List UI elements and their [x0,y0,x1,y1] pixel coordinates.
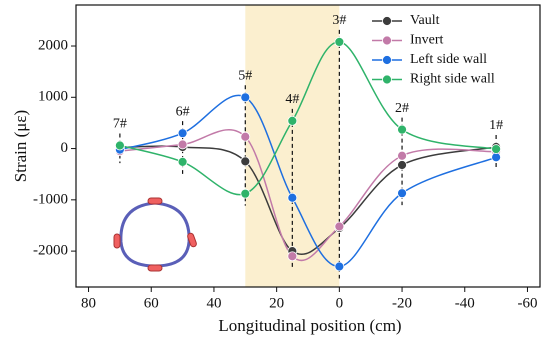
data-point [491,144,502,154]
data-point [334,261,345,272]
data-point [240,188,251,199]
y-tick-label: -1000 [33,191,68,207]
x-tick-label: -40 [455,295,475,311]
x-tick-label: 80 [81,295,96,311]
data-point [287,192,298,203]
y-axis-label: Strain (με) [11,110,30,182]
legend-label: Right side wall [410,72,495,87]
x-tick-label: 20 [269,295,284,311]
data-point [397,150,407,161]
data-point [397,188,407,199]
x-tick-label: 0 [336,295,344,311]
data-point [397,124,407,135]
annotation: 1# [489,118,503,133]
annotation: 6# [176,104,190,119]
legend-label: Vault [410,13,440,28]
annotation: 3# [332,13,346,28]
data-point [177,128,188,139]
data-point [287,251,298,262]
data-point [334,221,345,232]
legend-marker [382,35,392,46]
x-axis-label: Longitudinal position (cm) [218,316,401,335]
legend-marker [382,55,392,65]
data-point [114,140,125,151]
data-point [240,92,251,103]
y-tick-label: 0 [61,140,69,156]
data-point [334,37,345,47]
x-tick-label: -60 [517,295,537,311]
y-tick-label: 2000 [38,37,68,53]
data-point [240,131,251,142]
y-tick-label: 1000 [38,89,68,105]
data-point [177,156,188,167]
tunnel-icon [113,197,197,272]
legend-marker [382,74,392,85]
x-tick-label: -20 [392,295,412,311]
y-tick-label: -2000 [33,243,68,259]
annotation: 4# [285,92,299,107]
data-point [177,139,188,150]
data-point [240,156,251,167]
legend-label: Left side wall [410,52,487,67]
legend-label: Invert [410,33,444,48]
plot-frame [75,4,541,288]
x-tick-label: 40 [206,295,221,311]
annotation: 2# [395,101,409,116]
annotation: 7# [113,117,127,132]
data-point [287,115,298,126]
legend-marker [382,16,392,26]
data-point [491,152,502,163]
annotation: 5# [238,69,252,84]
data-point [397,160,407,170]
x-tick-label: 60 [144,295,159,311]
